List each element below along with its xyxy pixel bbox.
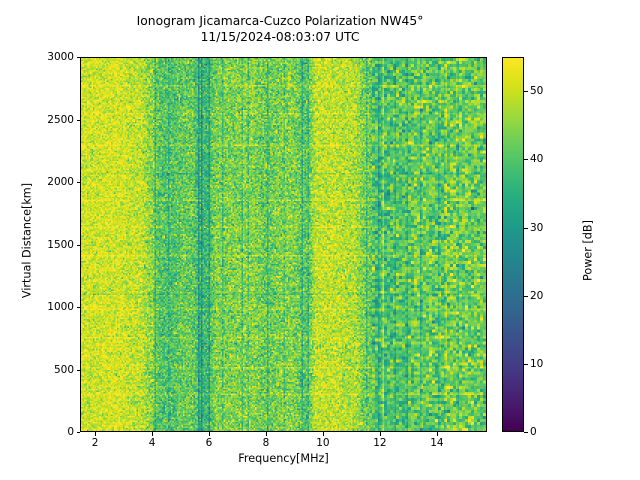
x-tick-label: 14 (430, 437, 444, 449)
y-tick-mark (76, 182, 80, 183)
y-tick-label: 2000 (47, 176, 74, 188)
y-tick-label: 0 (67, 426, 74, 438)
y-tick-mark (76, 369, 80, 371)
y-tick-label: 2500 (47, 113, 74, 126)
y-tick-label: 500 (53, 363, 74, 376)
colorbar-tick-mark (524, 159, 528, 161)
colorbar-tick-mark (524, 363, 528, 365)
colorbar-tick-mark (524, 227, 528, 229)
title-line-2: 11/15/2024-08:03:07 UTC (200, 29, 360, 44)
x-tick-mark (436, 432, 438, 436)
y-axis-label: Virtual Distance[km] (20, 182, 34, 299)
x-tick-mark (379, 432, 381, 436)
page-title: Ionogram Jicamarca-Cuzco Polarization NW… (0, 14, 560, 45)
colorbar-tick-mark (524, 295, 528, 297)
x-tick-label: 10 (316, 437, 330, 449)
y-tick-label: 1000 (47, 301, 74, 313)
x-tick-mark (152, 432, 154, 436)
x-axis-label: Frequency[MHz] (238, 452, 329, 465)
colorbar-label: Power [dB] (581, 220, 595, 281)
y-tick-mark (76, 244, 80, 246)
x-tick-label: 12 (373, 437, 387, 449)
colorbar-tick-mark (524, 432, 528, 433)
x-tick-mark (266, 432, 267, 436)
x-tick-label: 4 (148, 437, 156, 449)
colorbar (502, 57, 524, 432)
colorbar-tick-label: 10 (530, 357, 544, 370)
x-tick-mark (322, 432, 324, 436)
x-tick-label: 6 (205, 437, 213, 449)
y-tick-mark (76, 119, 80, 121)
x-tick-mark (95, 432, 97, 436)
x-tick-mark (209, 432, 210, 436)
colorbar-tick-label: 0 (530, 426, 537, 438)
colorbar-canvas (503, 58, 523, 431)
y-axis: 0 500 1000 1500 2000 2500 3000 (0, 0, 74, 480)
y-tick-mark (76, 432, 80, 433)
x-tick-label: 8 (262, 437, 270, 449)
colorbar-tick-mark (524, 91, 528, 93)
ionogram-heatmap-canvas (81, 58, 486, 431)
colorbar-tick-label: 50 (530, 85, 544, 98)
x-tick-label: 2 (91, 437, 99, 449)
colorbar-tick-label: 30 (530, 221, 544, 234)
y-tick-label: 1500 (47, 238, 74, 251)
colorbar-tick-label: 40 (530, 153, 544, 166)
y-tick-mark (76, 57, 80, 58)
colorbar-tick-label: 20 (530, 289, 544, 302)
y-tick-mark (76, 307, 80, 308)
ionogram-plot-area (80, 57, 487, 432)
y-tick-label: 3000 (47, 51, 74, 63)
title-line-1: Ionogram Jicamarca-Cuzco Polarization NW… (136, 14, 424, 28)
